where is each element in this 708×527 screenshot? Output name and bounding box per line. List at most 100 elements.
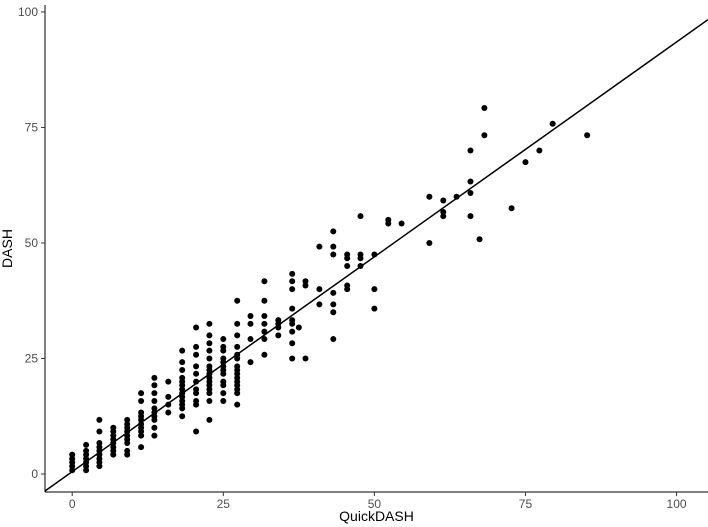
data-point bbox=[151, 382, 158, 389]
data-point bbox=[289, 286, 296, 293]
data-point bbox=[193, 343, 200, 350]
data-point bbox=[398, 220, 405, 227]
data-point bbox=[193, 386, 200, 393]
data-point bbox=[247, 359, 254, 366]
data-point bbox=[330, 309, 337, 316]
data-point bbox=[261, 278, 268, 285]
data-point bbox=[289, 278, 296, 285]
data-point bbox=[179, 367, 186, 374]
y-axis-ticks: 0 25 50 75 100 bbox=[18, 5, 45, 481]
data-point bbox=[220, 390, 227, 397]
data-point bbox=[289, 270, 296, 277]
x-tick-label: 100 bbox=[667, 497, 687, 511]
data-point bbox=[220, 397, 227, 404]
data-point bbox=[124, 447, 131, 454]
x-axis-title: QuickDASH bbox=[339, 508, 414, 524]
data-point bbox=[206, 332, 213, 339]
data-point bbox=[247, 320, 254, 327]
data-point bbox=[426, 239, 433, 246]
data-point bbox=[467, 213, 474, 220]
data-point bbox=[330, 289, 337, 296]
data-point bbox=[151, 424, 158, 431]
data-point bbox=[247, 336, 254, 343]
data-point bbox=[302, 355, 309, 362]
data-point bbox=[302, 278, 309, 285]
data-point bbox=[165, 393, 172, 400]
data-point bbox=[179, 397, 186, 404]
data-point bbox=[138, 432, 145, 439]
data-point bbox=[275, 332, 282, 339]
data-point bbox=[467, 178, 474, 185]
y-tick-label: 25 bbox=[25, 351, 39, 365]
data-point bbox=[481, 132, 488, 139]
data-point bbox=[110, 444, 117, 451]
data-point bbox=[549, 120, 556, 127]
data-point bbox=[206, 320, 213, 327]
data-point bbox=[151, 390, 158, 397]
data-point bbox=[206, 347, 213, 354]
data-point bbox=[220, 378, 227, 385]
data-point bbox=[330, 301, 337, 308]
y-tick-label: 100 bbox=[18, 5, 38, 19]
data-point bbox=[357, 213, 364, 220]
data-point bbox=[234, 332, 241, 339]
data-point bbox=[467, 147, 474, 154]
data-point bbox=[289, 340, 296, 347]
y-tick-label: 0 bbox=[31, 467, 38, 481]
data-point bbox=[124, 421, 131, 428]
data-point bbox=[110, 432, 117, 439]
data-point bbox=[330, 251, 337, 258]
data-point bbox=[138, 409, 145, 416]
data-point bbox=[96, 444, 103, 451]
data-point bbox=[371, 305, 378, 312]
data-point bbox=[165, 409, 172, 416]
regression-line-group bbox=[44, 19, 708, 492]
data-point bbox=[289, 355, 296, 362]
x-tick-label: 0 bbox=[69, 497, 76, 511]
data-point bbox=[453, 193, 460, 200]
data-point bbox=[234, 297, 241, 304]
x-axis-ticks: 0 25 50 75 100 bbox=[69, 492, 687, 511]
data-point bbox=[69, 455, 76, 462]
data-point bbox=[110, 424, 117, 431]
data-point bbox=[96, 455, 103, 462]
x-tick-label: 75 bbox=[519, 497, 533, 511]
data-point bbox=[179, 374, 186, 381]
data-point bbox=[584, 132, 591, 139]
data-point bbox=[385, 216, 392, 223]
x-tick-label: 50 bbox=[368, 497, 382, 511]
data-point bbox=[193, 370, 200, 377]
data-point bbox=[138, 444, 145, 451]
data-point bbox=[440, 213, 447, 220]
data-point bbox=[357, 251, 364, 258]
data-point bbox=[371, 286, 378, 293]
data-point bbox=[193, 351, 200, 358]
data-point bbox=[206, 363, 213, 370]
data-point bbox=[440, 208, 447, 215]
data-point bbox=[316, 286, 323, 293]
data-point bbox=[344, 251, 351, 258]
data-point bbox=[193, 324, 200, 331]
data-point bbox=[234, 386, 241, 393]
data-point bbox=[261, 351, 268, 358]
data-point bbox=[151, 374, 158, 381]
data-point bbox=[138, 390, 145, 397]
data-point bbox=[179, 386, 186, 393]
data-point bbox=[536, 147, 543, 154]
data-point bbox=[193, 428, 200, 435]
data-point bbox=[344, 282, 351, 289]
data-point bbox=[234, 401, 241, 408]
data-point bbox=[193, 363, 200, 370]
data-point bbox=[206, 374, 213, 381]
data-point bbox=[234, 363, 241, 370]
data-point bbox=[426, 193, 433, 200]
regression-line bbox=[44, 19, 708, 492]
data-point bbox=[261, 312, 268, 319]
data-point bbox=[151, 405, 158, 412]
data-point bbox=[476, 236, 483, 243]
data-point bbox=[275, 317, 282, 324]
data-point bbox=[234, 343, 241, 350]
data-point bbox=[508, 205, 515, 212]
data-point bbox=[220, 343, 227, 350]
